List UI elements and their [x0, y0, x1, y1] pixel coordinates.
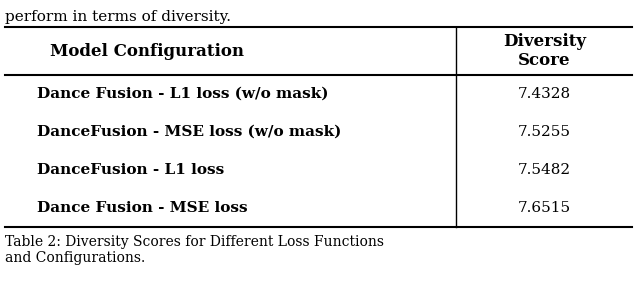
Text: 7.5255: 7.5255 — [518, 125, 571, 139]
Text: DanceFusion - MSE loss (w/o mask): DanceFusion - MSE loss (w/o mask) — [36, 125, 341, 139]
Text: 7.6515: 7.6515 — [518, 201, 571, 215]
Text: perform in terms of diversity.: perform in terms of diversity. — [5, 10, 231, 24]
Text: DanceFusion - L1 loss: DanceFusion - L1 loss — [36, 163, 224, 177]
Text: 7.5482: 7.5482 — [518, 163, 571, 177]
Text: Diversity
Score: Diversity Score — [503, 33, 586, 69]
Text: Model Configuration: Model Configuration — [50, 42, 244, 60]
Text: Table 2: Diversity Scores for Different Loss Functions
and Configurations.: Table 2: Diversity Scores for Different … — [5, 235, 384, 265]
Text: Dance Fusion - L1 loss (w/o mask): Dance Fusion - L1 loss (w/o mask) — [36, 87, 328, 101]
Text: Dance Fusion - MSE loss: Dance Fusion - MSE loss — [36, 201, 247, 215]
Text: 7.4328: 7.4328 — [518, 87, 571, 101]
